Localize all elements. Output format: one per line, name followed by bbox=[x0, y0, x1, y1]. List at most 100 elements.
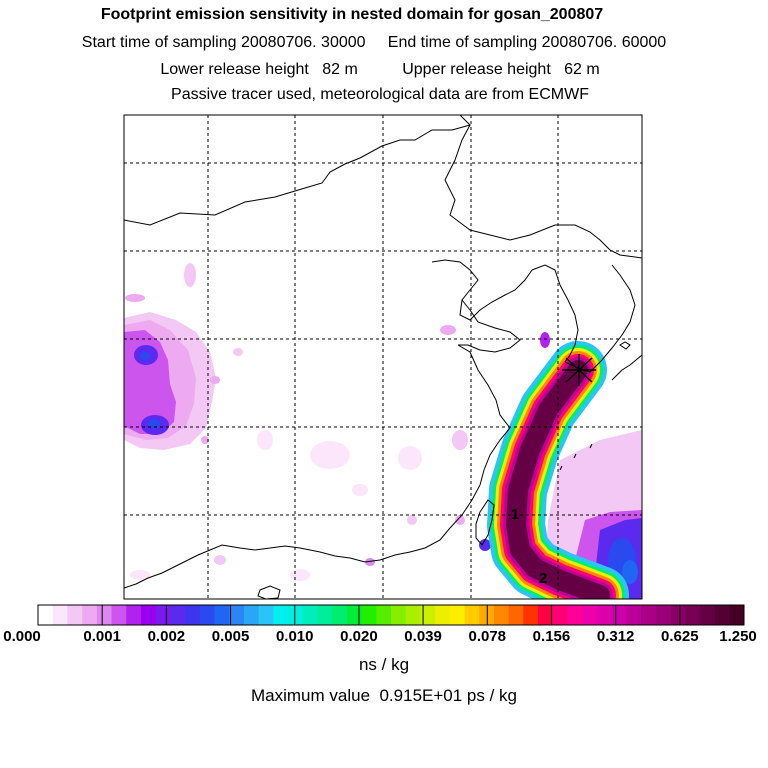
colorbar-tick-label: 0.002 bbox=[147, 628, 186, 645]
colorbar-unit-label: ns / kg bbox=[358, 655, 410, 674]
colorbar-cell bbox=[126, 605, 142, 625]
colorbar-cell bbox=[67, 605, 83, 625]
colorbar-cell bbox=[538, 605, 554, 625]
plume-layer-core bbox=[506, 360, 610, 599]
colorbar-cell bbox=[641, 605, 657, 625]
colorbar-cell bbox=[714, 605, 730, 625]
sensitivity-patch bbox=[125, 294, 145, 302]
colorbar-cell bbox=[214, 605, 230, 625]
colorbar-cell bbox=[596, 605, 613, 625]
sensitivity-patch bbox=[352, 484, 368, 496]
colorbar-cell bbox=[82, 605, 98, 625]
colorbar-cell bbox=[185, 605, 201, 625]
colorbar-cell bbox=[464, 605, 480, 625]
sensitivity-hotspot-southeast-core bbox=[622, 560, 638, 584]
sensitivity-patch bbox=[210, 376, 220, 384]
subtitle-tracer-info: Passive tracer used, meteorological data… bbox=[171, 86, 589, 103]
sensitivity-hotspot-west-core2 bbox=[140, 352, 150, 360]
colorbar-tick-label: 0.001 bbox=[83, 628, 121, 645]
colorbar-cell bbox=[376, 605, 392, 625]
islands-ryukyu bbox=[559, 443, 593, 471]
colorbar-cell bbox=[273, 605, 289, 625]
colorbar-cell bbox=[243, 605, 260, 625]
sensitivity-patch bbox=[452, 430, 468, 450]
colorbar-cell bbox=[567, 605, 583, 625]
sensitivity-patch bbox=[233, 348, 243, 356]
sensitivity-patch bbox=[398, 446, 422, 470]
colorbar-cell bbox=[449, 605, 466, 625]
coast-japan bbox=[611, 354, 642, 381]
colorbar-tick-label: 0.078 bbox=[468, 628, 507, 645]
sensitivity-patch bbox=[455, 515, 465, 525]
colorbar-tick-label: 0.039 bbox=[404, 628, 442, 645]
colorbar-tick-label: 0.020 bbox=[340, 628, 378, 645]
sensitivity-patch bbox=[310, 441, 350, 469]
colorbar-tick-label: 1.250 bbox=[719, 628, 757, 645]
map-frame bbox=[123, 114, 643, 600]
colorbar-cell bbox=[170, 605, 186, 625]
colorbar-cell bbox=[155, 605, 171, 625]
sensitivity-patch bbox=[479, 539, 491, 551]
coast-china-east bbox=[364, 344, 511, 563]
colorbar-cell bbox=[552, 605, 568, 625]
colorbar-cell bbox=[523, 605, 539, 625]
sensitivity-patch bbox=[184, 263, 196, 287]
colorbar-cell bbox=[111, 605, 127, 625]
sensitivity-patch bbox=[257, 430, 273, 450]
colorbar-cells bbox=[38, 605, 745, 625]
sensitivity-patch bbox=[214, 555, 226, 565]
colorbar-cell bbox=[346, 605, 363, 625]
colorbar-tick-label: 0.010 bbox=[275, 628, 314, 645]
colorbar-cell bbox=[699, 605, 716, 625]
colorbar-frame bbox=[37, 604, 745, 626]
colorbar-cell bbox=[96, 605, 113, 625]
colorbar-tick-label: 0.156 bbox=[532, 628, 571, 645]
colorbar-cell bbox=[332, 605, 348, 625]
island-hainan bbox=[257, 585, 281, 599]
colorbar-cell bbox=[626, 605, 642, 625]
colorbar-cell bbox=[302, 605, 318, 625]
colorbar-cell bbox=[582, 605, 598, 625]
colorbar-cell bbox=[391, 605, 407, 625]
island-taiwan bbox=[475, 499, 495, 546]
sensitivity-patch bbox=[407, 515, 417, 525]
island-jeju bbox=[619, 341, 631, 350]
coast-bohai bbox=[431, 259, 533, 321]
colorbar-cell bbox=[288, 605, 304, 625]
colorbar-cell bbox=[493, 605, 510, 625]
border-north bbox=[124, 115, 471, 226]
colorbar-cell bbox=[729, 605, 745, 625]
coast-korea-west bbox=[531, 264, 579, 363]
colorbar-cell bbox=[405, 605, 421, 625]
colorbar-cell bbox=[655, 605, 671, 625]
colorbar-cell bbox=[420, 605, 436, 625]
colorbar-cell bbox=[258, 605, 274, 625]
colorbar-tick-label: 0.005 bbox=[211, 628, 250, 645]
trajectory-label-1: 1 bbox=[511, 506, 519, 523]
border-northeast bbox=[444, 124, 642, 259]
coast-shandong bbox=[458, 299, 521, 353]
sensitivity-patch bbox=[130, 570, 150, 580]
colorbar-cell bbox=[140, 605, 157, 625]
colorbar-cell bbox=[52, 605, 68, 625]
colorbar-cell bbox=[508, 605, 524, 625]
sensitivity-patch bbox=[365, 558, 375, 566]
colorbar-dividers bbox=[101, 605, 681, 625]
maximum-value-label: Maximum value 0.915E+01 ps / kg bbox=[251, 686, 517, 705]
map-grid bbox=[124, 115, 642, 599]
colorbar-cell bbox=[361, 605, 377, 625]
sensitivity-patch bbox=[540, 332, 550, 348]
colorbar-tick-label: 0.625 bbox=[661, 628, 699, 645]
colorbar-tick-label: 0.000 bbox=[3, 628, 41, 645]
colorbar-cell bbox=[199, 605, 215, 625]
tracer-plume bbox=[487, 341, 629, 599]
colorbar-cell bbox=[685, 605, 701, 625]
colorbar-cell bbox=[435, 605, 451, 625]
subtitle-sampling-time: Start time of sampling 20080706. 30000 E… bbox=[81, 34, 667, 51]
trajectory-label-2: 2 bbox=[539, 570, 547, 587]
subtitle-release-height: Lower release height 82 m Upper release … bbox=[160, 61, 600, 78]
sensitivity-patch bbox=[440, 325, 456, 335]
chart-title: Footprint emission sensitivity in nested… bbox=[100, 6, 604, 23]
